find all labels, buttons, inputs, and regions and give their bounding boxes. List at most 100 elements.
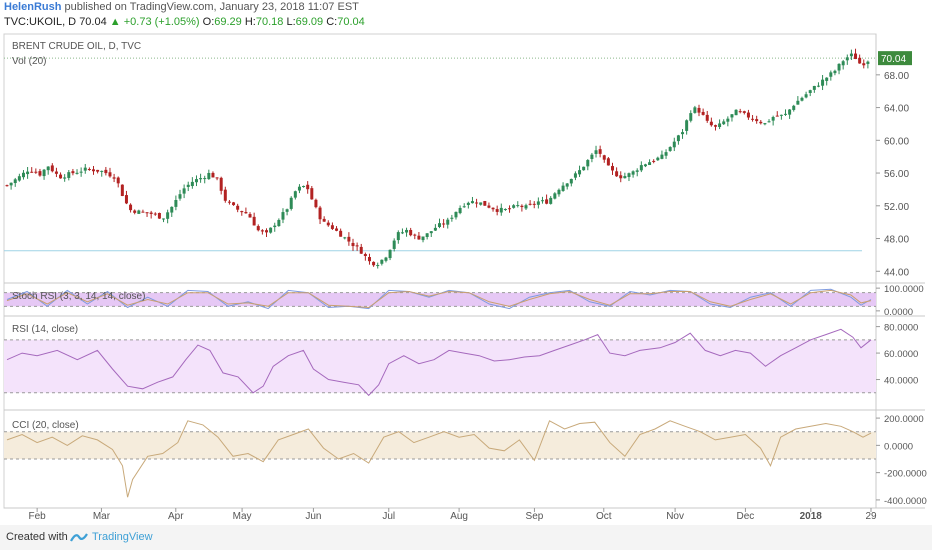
low-label: L:: [286, 16, 296, 28]
tradingview-brand[interactable]: TradingView: [92, 531, 153, 543]
candle-body: [232, 202, 236, 206]
candle-body: [450, 217, 454, 219]
price-tick-label: 56.00: [884, 169, 909, 180]
candle-body: [137, 210, 141, 214]
candle-body: [792, 105, 796, 110]
candle-body: [384, 257, 388, 261]
candle-body: [668, 147, 672, 151]
candle-body: [124, 195, 128, 204]
candle-body: [615, 171, 619, 177]
candle-body: [569, 178, 573, 184]
candle-body: [162, 218, 166, 220]
candle-body: [672, 141, 676, 148]
rsi-tick-label: 80.0000: [884, 323, 918, 334]
candle-body: [396, 232, 400, 241]
candle-body: [697, 107, 701, 113]
candle-body: [730, 114, 734, 118]
price-tick-label: 68.00: [884, 71, 909, 82]
rsi-title: RSI (14, close): [12, 324, 79, 335]
candle-body: [466, 202, 470, 205]
candle-body: [170, 206, 174, 213]
price-tick-label: 44.00: [884, 267, 909, 278]
rsi-tick-label: 60.0000: [884, 349, 918, 360]
candle-body: [508, 208, 512, 210]
candle-body: [63, 177, 67, 179]
candle-body: [639, 165, 643, 171]
chart-canvas[interactable]: 44.00 48.00 52.00 56.00 60.00 64.00 68.00 70.04…: [0, 0, 932, 525]
candle-body: [252, 216, 256, 226]
high-label: H:: [244, 16, 256, 28]
published-text: published on TradingView.com, January 23…: [64, 1, 359, 13]
candle-body: [30, 171, 34, 173]
candle-body: [512, 205, 516, 208]
candle-body: [854, 53, 858, 60]
candle-body: [227, 201, 231, 203]
candle-body: [359, 246, 363, 254]
candle-body: [800, 97, 804, 101]
candle-body: [166, 212, 170, 219]
candle-body: [318, 207, 322, 220]
candle-body: [594, 150, 598, 154]
candle-body: [837, 63, 841, 71]
price-change: +0.73 (+1.05%): [123, 16, 200, 28]
time-tick-label: Nov: [666, 511, 684, 522]
time-tick-label: Jun: [305, 511, 321, 522]
stoch-rsi-band: [4, 292, 876, 307]
candle-body: [302, 185, 306, 188]
candle-body: [46, 166, 50, 171]
author-name[interactable]: HelenRush: [4, 1, 62, 13]
candle-body: [215, 177, 219, 179]
time-tick-label: 29: [865, 511, 877, 522]
open-label: O:: [202, 16, 215, 28]
candle-body: [499, 207, 503, 213]
candle-body: [763, 123, 767, 125]
candle-body: [293, 191, 297, 198]
open-value: 69.29: [214, 16, 242, 28]
candle-body: [516, 205, 520, 207]
candle-body: [335, 228, 339, 231]
candle-body: [83, 167, 87, 171]
publish-info: HelenRush published on TradingView.com, …: [4, 1, 359, 13]
low-value: 69.09: [295, 16, 324, 28]
candle-body: [866, 61, 870, 64]
candle-body: [269, 227, 273, 233]
candle-body: [536, 201, 540, 205]
candle-body: [330, 225, 334, 229]
candle-body: [174, 200, 178, 207]
candle-body: [623, 176, 627, 179]
time-tick-label: 2018: [800, 511, 823, 522]
candle-body: [363, 254, 367, 257]
candle-body: [376, 265, 380, 267]
candle-body: [652, 160, 656, 162]
candle-body: [38, 171, 42, 176]
candle-body: [339, 230, 343, 237]
cci-title: CCI (20, close): [12, 420, 79, 431]
candle-body: [322, 218, 326, 222]
candle-body: [549, 197, 553, 204]
candle-body: [446, 219, 450, 225]
candle-body: [845, 57, 849, 61]
rsi-line-0: [6, 328, 872, 397]
candle-body: [701, 111, 705, 115]
candle-body: [685, 120, 689, 131]
candle-body: [400, 232, 404, 234]
candle-body: [26, 171, 30, 175]
candle-body: [388, 249, 392, 259]
candle-body: [219, 177, 223, 191]
candle-body: [409, 229, 413, 236]
candle-body: [273, 225, 277, 228]
candle-body: [709, 121, 713, 126]
candle-body: [297, 186, 301, 191]
candle-body: [71, 171, 75, 174]
symbol-label: TVC:UKOIL, D: [4, 16, 77, 28]
candle-body: [116, 177, 120, 184]
candle-body: [438, 223, 442, 228]
last-price-tag: [878, 51, 912, 66]
created-with-text: Created with: [6, 531, 68, 543]
candle-body: [779, 114, 783, 116]
candle-body: [194, 179, 198, 183]
candle-body: [367, 257, 371, 262]
candle-body: [693, 107, 697, 113]
candle-body: [643, 164, 647, 167]
candle-body: [306, 184, 310, 190]
